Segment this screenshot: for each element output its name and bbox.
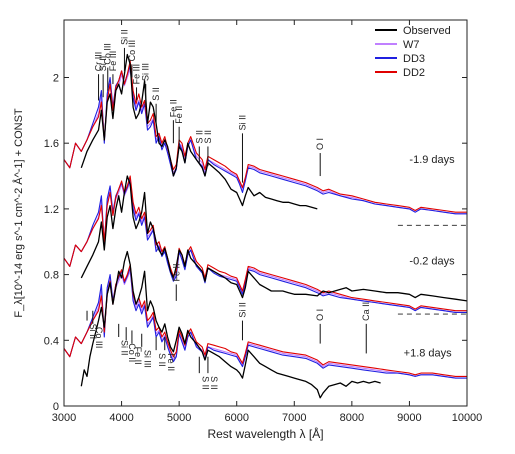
legend-entry-dd3: DD3 (375, 53, 425, 65)
line-annotation-26: S II (207, 356, 219, 390)
line-annotation-2: Si II (98, 56, 108, 98)
svg-text:Si II: Si II (98, 56, 108, 72)
series-observed-epoch-1 (80, 53, 318, 210)
x-tick-label: 6000 (224, 412, 248, 424)
plot-frame (63, 19, 468, 407)
svg-text:Si II: Si II (120, 340, 130, 356)
legend-label: DD2 (403, 67, 425, 79)
line-annotation-29: Ca II (361, 302, 371, 354)
line-annotation-8: Si III (141, 63, 151, 108)
line-annotation-17: Si II (86, 310, 98, 340)
svg-text:Co III: Co III (103, 43, 113, 65)
x-tick-label: 8000 (340, 412, 364, 424)
x-tick-label: 7000 (282, 412, 306, 424)
svg-text:S II: S II (209, 376, 219, 390)
svg-text:Co III: Co III (127, 40, 137, 62)
x-tick-label: 5000 (167, 412, 191, 424)
x-tick-label: 9000 (397, 412, 421, 424)
line-annotation-7: Fe III (132, 64, 142, 101)
legend-label: DD3 (403, 53, 425, 65)
legend-label: Observed (403, 25, 451, 37)
legend-label: W7 (403, 39, 420, 51)
y-tick-label: 0 (53, 401, 59, 413)
svg-text:Si III: Si III (141, 63, 151, 81)
x-tick-label: 3000 (52, 412, 76, 424)
series-w7-epoch-2 (64, 182, 467, 313)
svg-text:Fe II: Fe II (133, 347, 143, 365)
svg-text:Si II: Si II (237, 115, 247, 131)
svg-text:S II: S II (151, 87, 161, 101)
svg-text:Ca II: Ca II (361, 302, 371, 321)
svg-text:Co II: Co II (127, 343, 137, 362)
line-annotation-25: S II (198, 356, 210, 390)
y-tick-label: 1.6 (44, 138, 59, 150)
y-tick-label: 1.2 (44, 204, 59, 216)
axes: 3000 4000 5000 6000 7000 8000 9000 10000 0 0.4 0.8… (44, 19, 483, 424)
line-annotation-4: Fe III (108, 51, 118, 85)
svg-text:S II: S II (157, 353, 167, 367)
svg-text:Si II: Si II (237, 302, 247, 318)
x-tick-label: 4000 (109, 412, 133, 424)
svg-text:Fe II: Fe II (174, 106, 184, 124)
legend-entry-observed: Observed (375, 25, 451, 37)
epoch-label-3: +1.8 days (404, 348, 453, 360)
line-annotation-20: Co II (125, 327, 137, 362)
series-dd3-epoch-2 (64, 178, 467, 313)
svg-text:Co III: Co III (94, 327, 104, 349)
svg-text:Fe III: Fe III (108, 51, 118, 72)
svg-text:S II: S II (203, 130, 213, 144)
line-annotation-9: S II (151, 87, 161, 124)
line-annotation-19: Si II (118, 323, 130, 356)
line-annotation-15: O I (315, 138, 325, 177)
line-annotation-16: Fe II (171, 263, 181, 301)
svg-text:Cr III: Cr III (94, 52, 104, 72)
line-annotation-23: S II (155, 337, 167, 367)
svg-text:Si II: Si II (119, 29, 129, 45)
line-annotation-6: Co III (127, 40, 137, 78)
svg-text:Si III: Si III (143, 350, 153, 368)
svg-text:O I: O I (315, 309, 325, 321)
line-annotation-14: Si II (237, 115, 247, 183)
epoch-label-1: -1.9 days (409, 154, 455, 166)
svg-text:Si II: Si II (88, 324, 98, 340)
series-observed-epoch-3 (80, 250, 381, 399)
svg-text:Fe II: Fe II (168, 99, 178, 117)
y-tick-label: 0.8 (44, 270, 59, 282)
line-annotation-1: Cr III (94, 52, 104, 101)
line-annotation-12: S II (194, 130, 204, 163)
y-axis-label: F_λ[10^-14 erg s^-1 cm^-2 Å^-1] + CONST (12, 108, 25, 318)
svg-text:Fe III: Fe III (132, 64, 142, 85)
line-annotation-13: S II (203, 130, 213, 167)
line-annotation-28: O I (315, 309, 325, 344)
svg-text:S II: S II (200, 376, 210, 390)
svg-text:Fe II: Fe II (171, 263, 181, 281)
line-annotation-22: Si III (141, 333, 153, 368)
line-annotation-21: Fe II (131, 330, 143, 365)
epoch-label-2: -0.2 days (409, 256, 455, 268)
legend: Observed W7 DD3 DD2 (375, 25, 451, 79)
line-annotation-11: Fe II (174, 106, 184, 147)
line-annotation-5: Si II (119, 29, 129, 71)
y-tick-label: 2 (53, 72, 59, 84)
epoch-labels: -1.9 days -0.2 days +1.8 days (404, 154, 456, 360)
line-annotation-10: Fe II (168, 99, 178, 144)
legend-entry-w7: W7 (375, 39, 420, 51)
x-axis-label: Rest wavelength λ [Å] (207, 426, 323, 441)
svg-text:O I: O I (315, 138, 325, 150)
x-tick-label: 10000 (452, 412, 483, 424)
legend-entry-dd2: DD2 (375, 67, 425, 79)
series-observed-epoch-2 (80, 175, 467, 302)
line-annotation-18: Co III (92, 310, 104, 349)
svg-text:Fe II: Fe II (166, 353, 176, 371)
svg-text:S II: S II (194, 130, 204, 144)
line-annotation-27: Si II (237, 302, 247, 341)
line-annotation-3: Co III (103, 43, 113, 91)
plot-area (64, 53, 467, 399)
line-annotation-24: Fe II (164, 337, 176, 371)
y-tick-label: 0.4 (44, 335, 59, 347)
